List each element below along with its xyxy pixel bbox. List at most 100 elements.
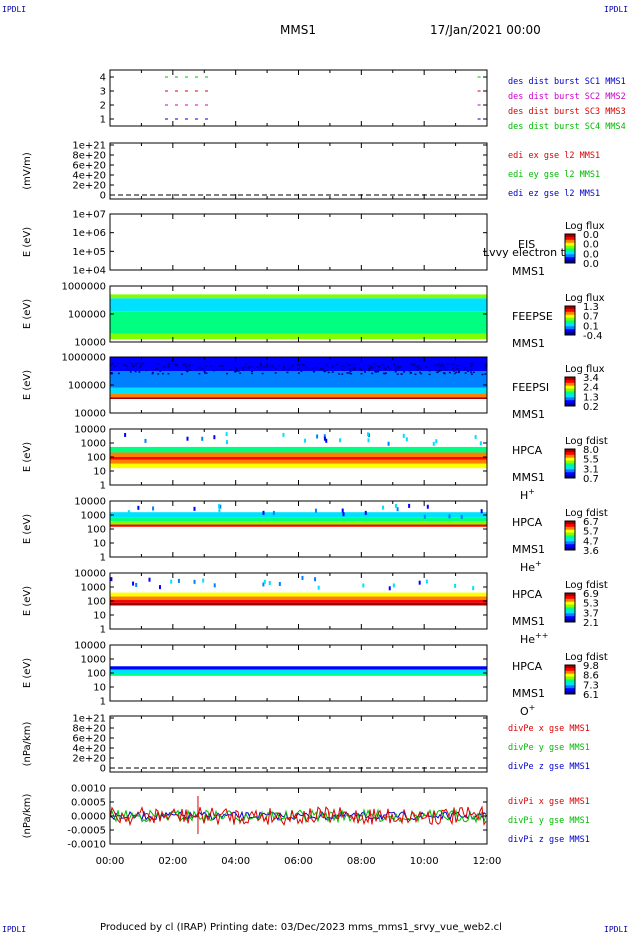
flux-blob-2: [282, 432, 285, 437]
flux-blob-3: [341, 508, 344, 513]
flux-speckle-189: [469, 363, 472, 365]
flux-speckle-126: [111, 362, 114, 365]
flux-speckle-102: [453, 370, 456, 372]
colorbar-segment: [565, 311, 575, 316]
flux-speckle-199: [286, 371, 289, 374]
flux-speckle-227: [438, 370, 441, 372]
colorbar-segment: [565, 385, 575, 390]
y-tick-label: 4e+20: [72, 744, 106, 755]
flux-speckle-260: [289, 366, 292, 369]
flux-blob-15: [225, 432, 228, 437]
colorbar-segment: [565, 388, 575, 392]
flux-speckle-229: [419, 371, 422, 374]
flux-speckle-62: [117, 372, 120, 375]
flux-blob-4: [219, 504, 222, 509]
flux-speckle-58: [250, 372, 253, 375]
flux-speckle-105: [382, 372, 385, 375]
flux-speckle-204: [378, 369, 381, 371]
y-axis-label: E (eV): [22, 370, 33, 400]
colorbar-frame: [564, 592, 576, 623]
flux-speckle-61: [350, 372, 353, 375]
flux-speckle-210: [135, 363, 138, 365]
flux-speckle-135: [323, 370, 326, 373]
y-tick-label: 100000: [68, 381, 106, 392]
flux-speckle-60: [111, 372, 114, 375]
colorbar-tick-label: 0.0: [583, 249, 599, 260]
flux-speckle-96: [222, 368, 225, 371]
colorbar-segment: [565, 460, 575, 464]
flux-speckle-224: [416, 366, 419, 368]
flux-speckle-215: [437, 363, 440, 365]
y-tick-label: 1000000: [61, 353, 106, 364]
flux-speckle-174: [194, 369, 197, 371]
flux-speckle-133: [241, 367, 244, 369]
flux-speckle-250: [463, 368, 466, 371]
flux-speckle-76: [203, 370, 206, 373]
flux-blob-2: [268, 580, 271, 585]
spectrogram-band-4: [110, 333, 487, 340]
flux-speckle-247: [375, 371, 378, 373]
y-axis-label: E (eV): [22, 586, 33, 616]
spectrogram-band-4: [110, 524, 487, 527]
flux-blob-12: [362, 583, 365, 588]
flux-speckle-107: [140, 363, 143, 366]
corner-label-br: IPDLI: [604, 925, 628, 934]
flux-speckle-95: [393, 362, 396, 365]
flux-speckle-136: [360, 369, 363, 372]
flux-speckle-24: [268, 364, 271, 367]
flux-speckle-180: [408, 369, 411, 372]
colorbar-tick-label: 5.7: [583, 527, 599, 538]
colorbar-tick-label: 3.7: [583, 608, 599, 619]
y-axis-label: E (eV): [22, 514, 33, 544]
y-tick-label: 10000: [74, 409, 106, 420]
flux-speckle-11: [457, 371, 460, 374]
colorbar-title: Log fdist: [565, 652, 608, 663]
flux-speckle-208: [315, 366, 318, 369]
flux-blob-2: [426, 504, 429, 509]
colorbar-segment: [565, 529, 575, 534]
flux-blob-13: [213, 583, 216, 588]
flux-speckle-65: [210, 365, 213, 367]
flux-speckle-19: [271, 365, 274, 368]
y-tick-label: -0.0005: [67, 826, 106, 837]
y-tick-label: 1: [100, 481, 106, 492]
flux-speckle-187: [381, 364, 384, 366]
flux-speckle-63: [180, 373, 183, 375]
y-tick-label: 10000: [74, 569, 106, 580]
flux-speckle-220: [352, 367, 355, 369]
flux-blob-6: [405, 437, 408, 442]
flux-speckle-15: [453, 372, 456, 375]
legend-entry: divPe x gse MMS1: [508, 724, 590, 734]
flux-speckle-99: [358, 367, 361, 369]
flux-speckle-162: [175, 364, 178, 367]
spectrogram-band-2: [110, 371, 487, 388]
flux-blob-24: [201, 436, 204, 441]
y-tick-label: 1: [100, 115, 106, 126]
flux-speckle-26: [247, 366, 250, 368]
flux-speckle-9: [373, 363, 376, 365]
flux-speckle-91: [278, 364, 281, 366]
flux-speckle-195: [163, 366, 166, 368]
colorbar-tick-label: 3.1: [583, 464, 599, 475]
flux-speckle-125: [265, 366, 268, 368]
flux-speckle-196: [291, 365, 294, 367]
spectrogram-band-1: [110, 294, 487, 299]
colorbar-tick-label: 6.1: [583, 690, 599, 701]
y-tick-label: 6e+20: [72, 734, 106, 745]
y-tick-label: 6e+20: [72, 161, 106, 172]
flux-blob-6: [314, 508, 317, 513]
flux-speckle-161: [371, 372, 374, 375]
flux-speckle-232: [378, 366, 381, 368]
y-tick-label: 8e+20: [72, 151, 106, 162]
colorbar-segment: [565, 400, 575, 404]
flux-blob-3: [213, 435, 216, 440]
colorbar-segment: [565, 685, 575, 689]
y-tick-label: 3: [100, 87, 106, 98]
flux-speckle-186: [433, 364, 436, 367]
panel-6: 10000 1000 100 10 1 E (eV) HPCA MMS1 H+ Log fdist…: [22, 425, 608, 503]
colorbar-segment: [565, 382, 575, 387]
flux-blob-10: [124, 432, 127, 437]
flux-speckle-167: [393, 364, 396, 366]
flux-speckle-175: [204, 365, 207, 367]
colorbar-title: Log fdist: [565, 508, 608, 519]
